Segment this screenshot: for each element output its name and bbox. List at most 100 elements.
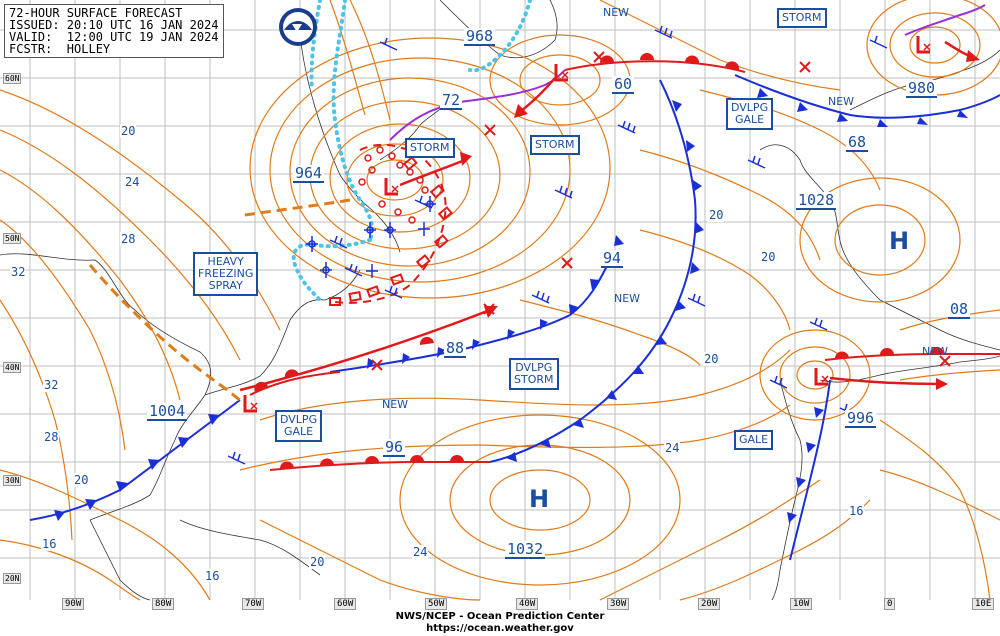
high-symbol-azores: H: [529, 485, 550, 513]
isobar-label: 16: [41, 537, 58, 551]
new-label: NEW: [614, 292, 641, 305]
freezing-spray-icon: [364, 222, 376, 238]
ice-accretion-boxes: [329, 156, 453, 306]
isobar-label: 20: [73, 473, 90, 487]
movement-arrowheads: [460, 50, 980, 390]
pressure-1028: 1028: [796, 191, 837, 210]
valid-time: VALID: 12:00 UTC 19 JAN 2024: [9, 30, 219, 44]
movement-arrows: [239, 40, 976, 392]
wind-barb: [869, 35, 888, 49]
wind-barb: [747, 155, 766, 169]
high-symbol-europe: H: [889, 227, 910, 255]
freezing-spray-icon: [306, 236, 318, 252]
wind-barb: [379, 37, 398, 51]
warning-line: HEAVY: [207, 255, 244, 268]
warning-storm-mid: STORM: [530, 135, 580, 155]
lon-label-40w: 40W: [516, 598, 539, 610]
isobar-label: 24: [664, 441, 681, 455]
isobar-label: 20: [309, 555, 326, 569]
low-symbol: [554, 64, 568, 82]
isobar-label: 32: [10, 265, 27, 279]
lon-label-20w: 20W: [698, 598, 721, 610]
pressure-996-e: 996: [845, 409, 877, 428]
ice-edge: [291, 0, 532, 302]
isobar-label: 16: [204, 569, 221, 583]
wind-barb: [687, 293, 706, 307]
freezing-spray-icon: [366, 264, 378, 278]
low-x: [250, 43, 931, 410]
lon-label-80w: 80W: [152, 598, 175, 610]
wind-barb: [617, 120, 636, 134]
isobar-label: 20: [760, 250, 777, 264]
wind-barbs: [227, 25, 888, 465]
freezing-spray-icon: [384, 222, 396, 238]
footer-url[interactable]: https://ocean.weather.gov: [426, 623, 574, 634]
pressure-964: 964: [293, 164, 325, 183]
wind-barb: [654, 25, 673, 39]
warning-line: GALE: [734, 113, 765, 126]
warning-line: STORM: [514, 373, 554, 386]
new-label: NEW: [603, 6, 630, 19]
warning-dvlpg-gale-sw: DVLPG GALE: [275, 410, 323, 442]
low-symbols: [243, 36, 930, 413]
pressure-1032: 1032: [505, 540, 546, 559]
warning-heavy-freezing-spray: HEAVY FREEZING SPRAY: [193, 252, 259, 296]
warning-storm-newfoundland: STORM: [405, 138, 455, 158]
lon-label-0: 0: [884, 598, 896, 610]
warning-line: FREEZING: [198, 267, 254, 280]
freezing-spray-icon: [320, 262, 332, 278]
issued-time: ISSUED: 20:10 UTC 16 JAN 2024: [9, 18, 219, 32]
freezing-spray-icon: [424, 196, 436, 212]
pressure-968-b: 68: [846, 133, 869, 152]
freezing-spray-icons: [306, 196, 436, 278]
isobar-label: 32: [43, 378, 60, 392]
pressure-1004: 1004: [147, 402, 188, 421]
wind-barb: [329, 235, 348, 249]
wind-barb: [554, 185, 573, 199]
pressure-1008: 08: [948, 300, 971, 319]
isobar-label: 28: [120, 232, 137, 246]
forecaster: FCSTR: HOLLEY: [9, 42, 111, 56]
pressure-980: 980: [906, 79, 938, 98]
isobar-label: 28: [43, 430, 60, 444]
pressure-972: 72: [440, 91, 463, 110]
lon-label-70w: 70W: [242, 598, 265, 610]
pressure-994: 94: [601, 249, 624, 268]
isobar-label: 24: [412, 545, 429, 559]
warning-gale-east: GALE: [734, 430, 774, 450]
freezing-spray-icon: [418, 222, 430, 236]
ice-accretion-dots: [358, 146, 429, 224]
low-symbol: [243, 395, 257, 413]
lon-label-10w: 10W: [790, 598, 813, 610]
forecast-header: 72-HOUR SURFACE FORECAST ISSUED: 20:10 U…: [4, 4, 224, 58]
warning-storm-ne: STORM: [777, 8, 827, 28]
low-symbol: [384, 178, 398, 196]
warning-line: SPRAY: [208, 279, 243, 292]
wind-barb: [227, 451, 246, 465]
lat-label-20n: 20N: [3, 573, 22, 584]
lat-label-40n: 40N: [3, 362, 22, 373]
footer-agency: NWS/NCEP - Ocean Prediction Center: [395, 611, 605, 622]
lat-label-30n: 30N: [3, 475, 22, 486]
wind-barb: [809, 317, 828, 331]
warning-line: DVLPG: [280, 413, 318, 426]
forecast-title: 72-HOUR SURFACE FORECAST: [9, 6, 183, 20]
lon-label-60w: 60W: [334, 598, 357, 610]
low-symbol: [814, 368, 828, 386]
isobar-label: 24: [124, 175, 141, 189]
isobar-label: 16: [848, 504, 865, 518]
trough-lines: [88, 198, 351, 407]
new-label: NEW: [382, 398, 409, 411]
warning-line: GALE: [283, 425, 314, 438]
warning-line: DVLPG: [515, 361, 553, 374]
pressure-960: 60: [612, 75, 635, 94]
lat-label-60n: 60N: [3, 73, 22, 84]
lon-label-10e: 10E: [972, 598, 995, 610]
lon-label-90w: 90W: [62, 598, 85, 610]
pressure-988: 88: [444, 339, 467, 358]
lat-label-50n: 50N: [3, 233, 22, 244]
wind-barb: [531, 290, 550, 304]
low-symbol: [916, 36, 930, 54]
wind-barb: [344, 263, 363, 277]
wind-barb: [414, 195, 433, 209]
